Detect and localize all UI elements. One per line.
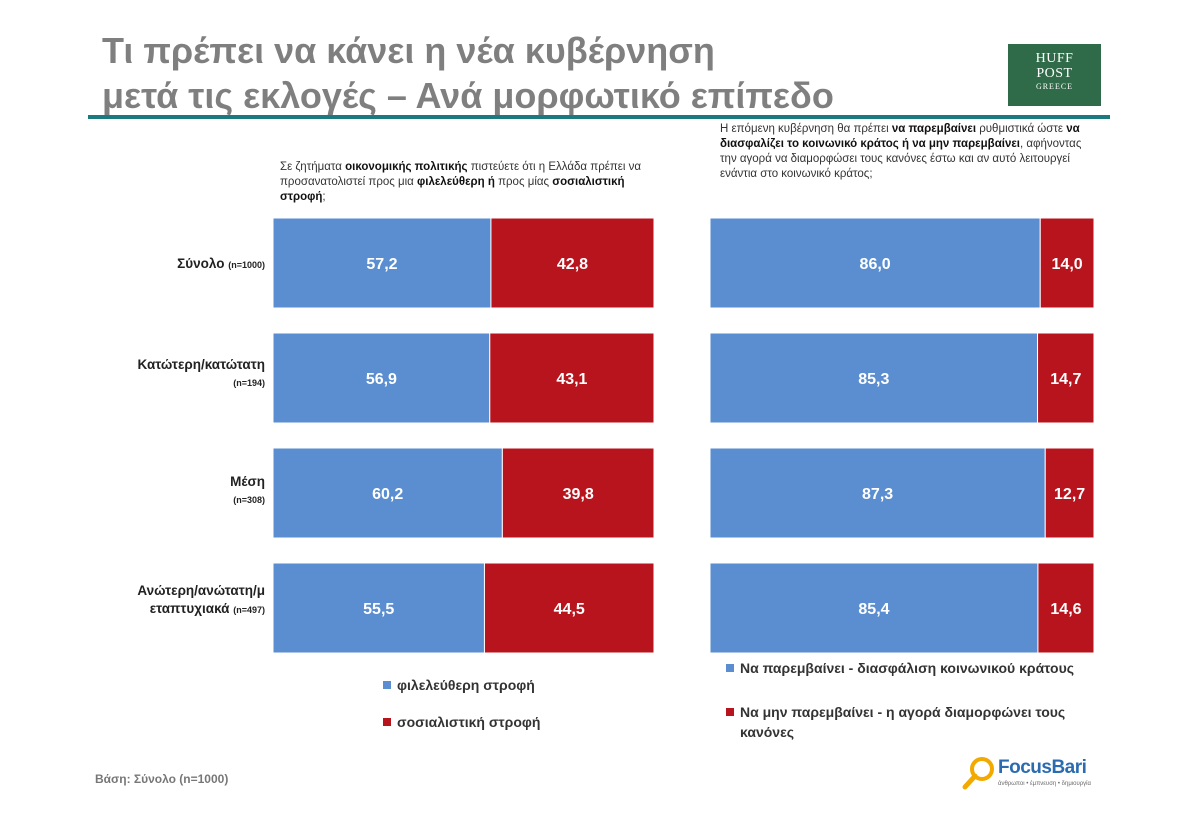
data-label-right-row1-series0: 85,3 — [858, 371, 889, 388]
legend-right-intervene: Να παρεμβαίνει - διασφάλιση κοινωνικού κ… — [726, 658, 1120, 678]
row-label-total: Σύνολο (n=1000) — [177, 256, 265, 271]
data-label-right-row0-series1: 14,0 — [1052, 256, 1083, 273]
huffpost-logo: HUFF POST GREECE — [1008, 44, 1101, 106]
title-line-1: Τι πρέπει να κάνει η νέα κυβέρνηση — [102, 30, 715, 71]
bar-left-row2-series1 — [501, 447, 655, 539]
row-label-middle: Μέση (n=308) — [230, 474, 265, 505]
bar-right-row2-series0 — [709, 447, 1046, 539]
bar-right-row0-series0 — [709, 217, 1041, 309]
bar-right-row1-series0 — [709, 332, 1039, 424]
bar-right-row0-series1 — [1039, 217, 1095, 309]
magnifier-icon — [962, 757, 994, 790]
bar-left-row0-series0 — [272, 217, 492, 309]
legend-swatch-blue — [383, 681, 391, 689]
data-label-left-row3-series0: 55,5 — [363, 601, 394, 618]
legend-swatch-red — [726, 708, 734, 716]
data-label-right-row2-series0: 87,3 — [862, 486, 893, 503]
bar-right-row3-series0 — [709, 562, 1039, 654]
legend-right-not-intervene: Να μην παρεμβαίνει - η αγορά διαμορφώνει… — [726, 702, 1120, 742]
question-left: Σε ζητήματα οικονομικής πολιτικής πιστεύ… — [280, 161, 642, 203]
data-label-left-row0-series1: 42,8 — [557, 256, 588, 273]
bar-right-row1-series1 — [1037, 332, 1095, 424]
question-right: Η επόμενη κυβέρνηση θα πρέπει να παρεμβα… — [720, 123, 1082, 180]
bar-left-row3-series1 — [483, 562, 655, 654]
focusbari-logo: FocusBari — [998, 757, 1087, 778]
legend-swatch-blue — [726, 664, 734, 672]
bar-left-row1-series0 — [272, 332, 491, 424]
data-label-left-row0-series0: 57,2 — [366, 256, 397, 273]
data-label-right-row2-series1: 12,7 — [1054, 486, 1085, 503]
data-label-right-row3-series1: 14,6 — [1050, 601, 1081, 618]
chart-right: 86,0 14,0 85,3 14,7 87,3 12,7 85,4 14,6 — [709, 217, 1095, 654]
data-label-left-row2-series1: 39,8 — [563, 486, 594, 503]
title-underline — [88, 115, 1110, 119]
bar-right-row2-series1 — [1044, 447, 1095, 539]
bar-right-row3-series1 — [1037, 562, 1095, 654]
legend-swatch-red — [383, 718, 391, 726]
data-label-left-row3-series1: 44,5 — [554, 601, 585, 618]
row-label-higher: Ανώτερη/ανώτατη/μ εταπτυχιακά (n=497) — [137, 583, 265, 616]
row-label-lower: Κατώτερη/κατώτατη (n=194) — [137, 357, 265, 388]
data-label-right-row3-series0: 85,4 — [858, 601, 889, 618]
focusbari-tagline: άνθρωποι • έμπνευση • δημιουργία — [998, 781, 1091, 787]
data-label-left-row1-series0: 56,9 — [366, 371, 397, 388]
legend-left-liberal: φιλελεύθερη στροφή — [383, 675, 535, 695]
bar-left-row0-series1 — [490, 217, 655, 309]
data-label-left-row2-series0: 60,2 — [372, 486, 403, 503]
data-label-left-row1-series1: 43,1 — [556, 371, 587, 388]
bar-left-row1-series1 — [489, 332, 655, 424]
bar-left-row3-series0 — [272, 562, 485, 654]
data-label-right-row1-series1: 14,7 — [1050, 371, 1081, 388]
footer-base-note: Βάση: Σύνολο (n=1000) — [95, 772, 229, 786]
page-title: Τι πρέπει να κάνει η νέα κυβέρνηση μετά … — [102, 28, 982, 118]
title-line-2: μετά τις εκλογές – Ανά μορφωτικό επίπεδο — [102, 75, 834, 116]
bar-left-row2-series0 — [272, 447, 503, 539]
chart-left: 57,2 42,8 56,9 43,1 60,2 39,8 55,5 44,5 — [272, 217, 655, 654]
data-label-right-row0-series0: 86,0 — [860, 256, 891, 273]
legend-left-socialist: σοσιαλιστική στροφή — [383, 712, 540, 732]
